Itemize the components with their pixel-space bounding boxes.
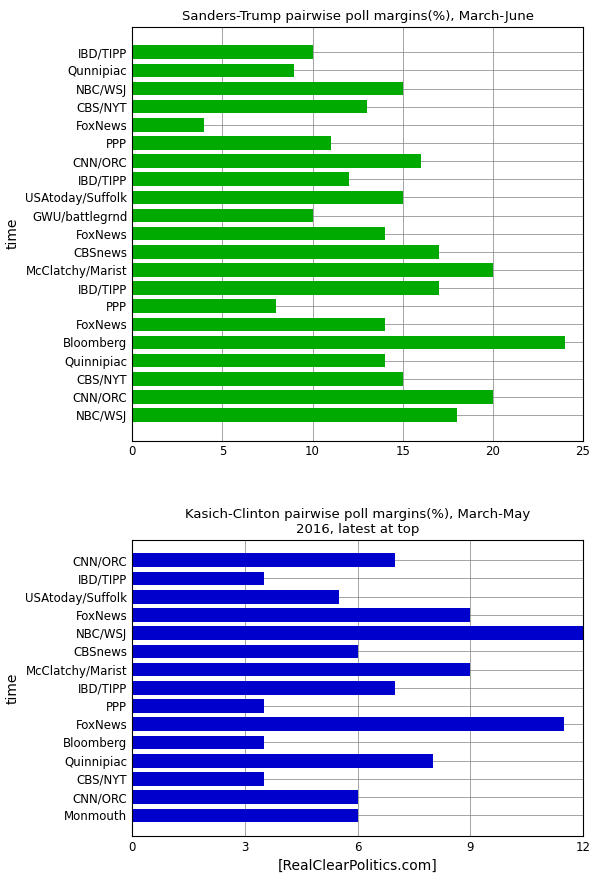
Bar — [132, 245, 439, 259]
Bar — [132, 590, 339, 604]
Bar — [132, 627, 583, 640]
Bar — [132, 190, 403, 204]
Bar — [132, 754, 433, 767]
Bar — [132, 736, 264, 749]
Bar — [132, 209, 313, 222]
Bar — [132, 700, 264, 713]
Bar — [132, 809, 358, 822]
Bar — [132, 317, 385, 331]
Bar — [132, 100, 367, 114]
Bar — [132, 554, 395, 567]
Bar — [132, 773, 264, 786]
Y-axis label: time: time — [6, 218, 20, 249]
Bar — [132, 64, 294, 77]
Bar — [132, 336, 565, 349]
Bar — [132, 663, 471, 677]
Bar — [132, 172, 349, 186]
Bar — [132, 45, 313, 59]
Title: Sanders-Trump pairwise poll margins(%), March-June: Sanders-Trump pairwise poll margins(%), … — [182, 10, 534, 23]
Bar — [132, 572, 264, 585]
Bar — [132, 681, 395, 694]
Bar — [132, 790, 358, 804]
Y-axis label: time: time — [6, 672, 20, 703]
Bar — [132, 354, 385, 367]
Bar — [132, 300, 276, 313]
X-axis label: [RealClearPolitics.com]: [RealClearPolitics.com] — [278, 859, 438, 873]
Bar — [132, 136, 331, 149]
Bar — [132, 408, 457, 421]
Bar — [132, 263, 493, 276]
Bar — [132, 155, 421, 168]
Bar — [132, 281, 439, 295]
Bar — [132, 372, 403, 386]
Bar — [132, 645, 358, 658]
Bar — [132, 608, 471, 621]
Bar — [132, 118, 204, 132]
Bar — [132, 227, 385, 240]
Bar — [132, 390, 493, 404]
Title: Kasich-Clinton pairwise poll margins(%), March-May
2016, latest at top: Kasich-Clinton pairwise poll margins(%),… — [185, 508, 530, 536]
Bar — [132, 82, 403, 95]
Bar — [132, 717, 564, 731]
